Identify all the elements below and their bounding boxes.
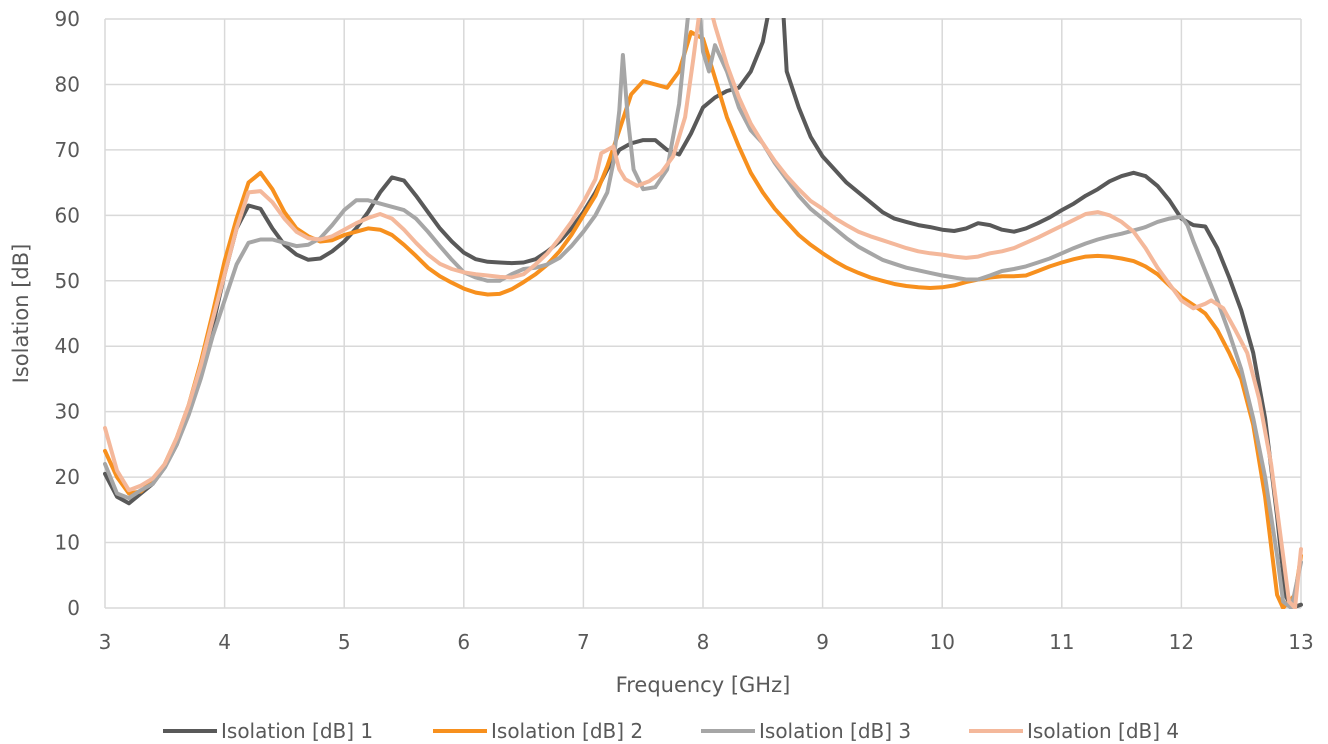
y-tick-label: 50: [55, 269, 80, 293]
y-tick-label: 30: [55, 400, 80, 424]
legend-label-1: Isolation [dB] 1: [221, 719, 373, 743]
series-line-4: [103, 18, 1303, 609]
y-tick-label: 90: [55, 7, 80, 31]
x-tick-label: 10: [929, 630, 954, 654]
y-tick-label: 80: [55, 72, 80, 96]
series-line-1: [103, 18, 1303, 609]
y-tick-label: 70: [55, 138, 80, 162]
x-tick-label: 13: [1288, 630, 1313, 654]
x-tick-label: 11: [1049, 630, 1074, 654]
gridlines: [104, 18, 1302, 609]
x-tick-labels: 3 4 5 6 7 8 9 10 11 12 13: [99, 630, 1314, 654]
y-tick-label: 60: [55, 203, 80, 227]
x-axis-title: Frequency [GHz]: [616, 673, 791, 697]
x-tick-label: 3: [99, 630, 112, 654]
x-tick-label: 4: [218, 630, 231, 654]
x-tick-label: 5: [338, 630, 351, 654]
x-tick-label: 6: [457, 630, 470, 654]
y-tick-label: 0: [67, 596, 80, 620]
legend-label-2: Isolation [dB] 2: [491, 719, 643, 743]
x-tick-label: 12: [1169, 630, 1194, 654]
x-tick-label: 8: [697, 630, 710, 654]
y-axis-title: Isolation [dB]: [9, 244, 33, 384]
legend: Isolation [dB] 1 Isolation [dB] 2 Isolatio…: [163, 719, 1179, 743]
y-tick-label: 10: [55, 531, 80, 555]
x-tick-label: 7: [577, 630, 590, 654]
series-lines: [103, 18, 1303, 609]
y-tick-label: 20: [55, 465, 80, 489]
legend-label-4: Isolation [dB] 4: [1027, 719, 1179, 743]
legend-label-3: Isolation [dB] 3: [759, 719, 911, 743]
x-tick-label: 9: [816, 630, 829, 654]
y-tick-labels: 0 10 20 30 40 50 60 70 80 90: [55, 7, 80, 620]
y-tick-label: 40: [55, 334, 80, 358]
